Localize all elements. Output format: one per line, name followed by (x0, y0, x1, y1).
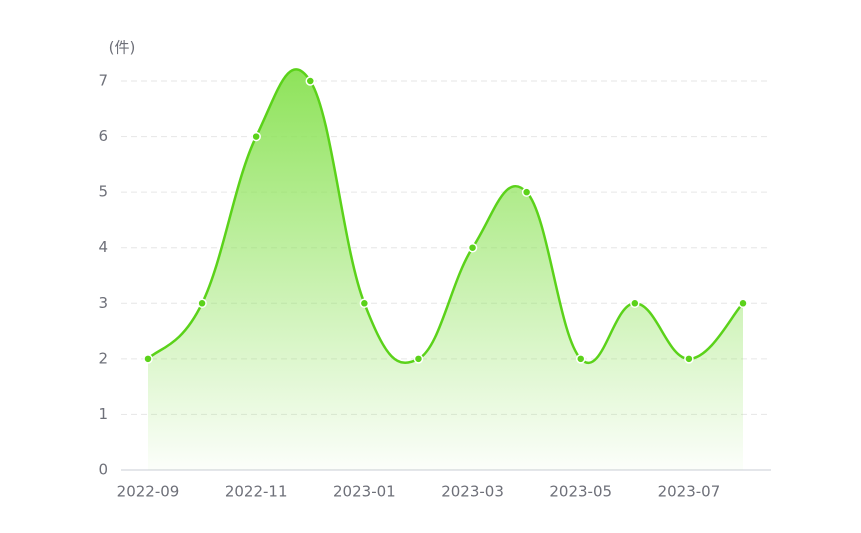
y-tick-label: 5 (98, 183, 108, 201)
x-tick-label: 2022-11 (225, 483, 288, 501)
point (684, 354, 694, 364)
y-unit-label: (件) (109, 39, 136, 57)
point (143, 354, 153, 364)
x-tick-label: 2023-07 (658, 483, 721, 501)
y-tick-label: 6 (98, 127, 108, 145)
x-tick-label: 2023-03 (441, 483, 504, 501)
x-tick-label: 2022-09 (117, 483, 180, 501)
y-tick-label: 0 (98, 461, 108, 479)
x-tick-label: 2023-05 (549, 483, 612, 501)
point (359, 298, 370, 309)
point (575, 354, 586, 364)
point (305, 76, 316, 86)
y-tick-label: 1 (98, 405, 108, 423)
y-tick-label: 7 (98, 72, 108, 90)
point (738, 298, 748, 309)
point (197, 298, 207, 309)
point (467, 242, 478, 253)
point (251, 131, 261, 142)
point (413, 354, 424, 364)
y-tick-label: 2 (98, 349, 108, 367)
y-tick-label: 3 (98, 294, 108, 312)
point (521, 187, 532, 197)
y-tick-label: 4 (98, 238, 108, 256)
point (630, 298, 640, 309)
area (148, 69, 743, 471)
x-tick-label: 2023-01 (333, 483, 396, 501)
